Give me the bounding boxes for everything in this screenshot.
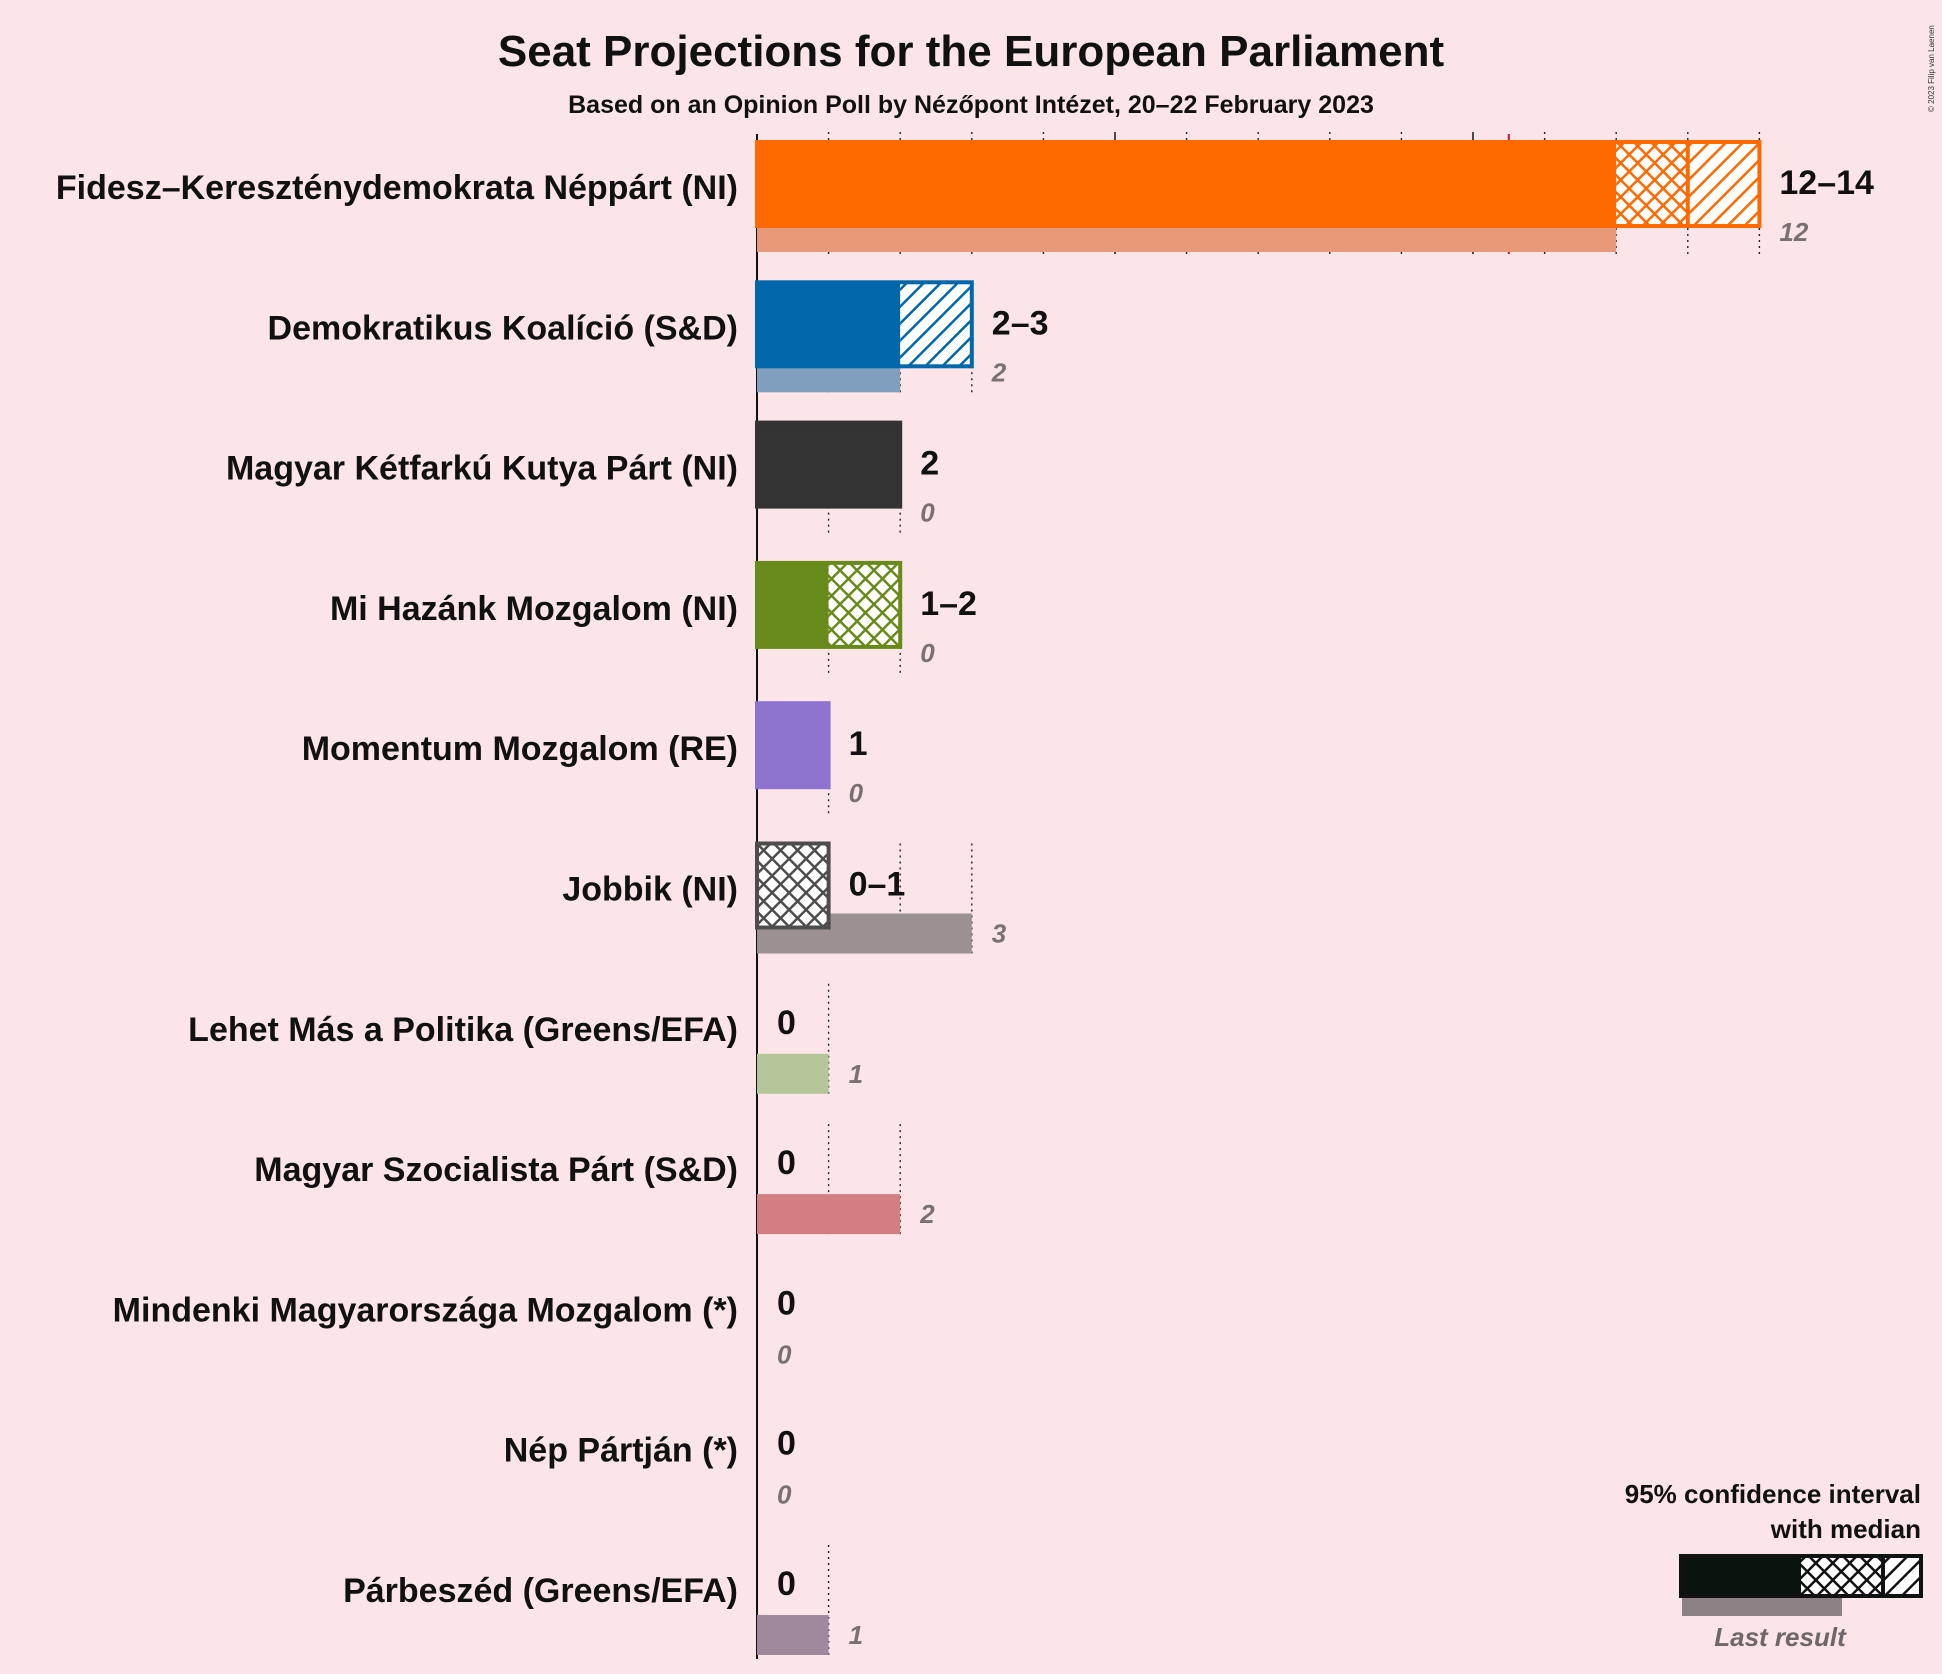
range-label: 2–3	[992, 304, 1049, 342]
party-label: Magyar Kétfarkú Kutya Párt (NI)	[226, 450, 738, 488]
chart-subtitle: Based on an Opinion Poll by Nézőpont Int…	[568, 91, 1374, 119]
range-label: 0	[777, 1425, 796, 1463]
party-label: Demokratikus Koalíció (S&D)	[268, 309, 738, 347]
interval-outline	[755, 140, 1762, 228]
range-label: 0–1	[849, 866, 906, 904]
party-label: Mi Hazánk Mozgalom (NI)	[330, 590, 738, 628]
last-result-label: 0	[920, 638, 935, 668]
last-result-bar	[757, 1053, 829, 1094]
range-label: 0	[777, 1004, 796, 1042]
interval-outline	[755, 841, 831, 930]
interval-upper-hatch	[900, 282, 972, 367]
party-label: Nép Pártján (*)	[504, 1432, 738, 1470]
last-result-label: 1	[849, 1059, 863, 1089]
range-label: 1–2	[920, 585, 977, 623]
interval-solid-bar	[757, 282, 901, 367]
range-label: 1	[849, 725, 868, 763]
legend-outline	[1679, 1554, 1923, 1598]
range-label: 2	[920, 445, 939, 483]
legend: 95% confidence interval with median Last r…	[1625, 1479, 1923, 1652]
interval-solid-bar	[757, 422, 901, 507]
interval-solid-bar	[757, 562, 829, 647]
legend-upper-hatch	[1883, 1556, 1921, 1596]
labels: Fidesz–Kereszténydemokrata Néppárt (NI) 1…	[56, 164, 1874, 1650]
interval-median-hatch	[828, 562, 901, 647]
interval-solid-bar	[757, 703, 829, 788]
interval-outline	[755, 701, 831, 790]
party-label: Párbeszéd (Greens/EFA)	[343, 1572, 738, 1610]
last-result-label: 0	[777, 1480, 792, 1510]
last-result-label: 3	[992, 919, 1007, 949]
interval-median-hatch	[757, 843, 829, 928]
party-label: Jobbik (NI)	[562, 871, 738, 909]
party-label: Magyar Szocialista Párt (S&D)	[254, 1151, 738, 1189]
party-label: Fidesz–Kereszténydemokrata Néppárt (NI)	[56, 169, 738, 207]
party-label: Lehet Más a Politika (Greens/EFA)	[188, 1011, 738, 1049]
last-result-bar	[757, 1615, 829, 1655]
interval-solid-bar	[757, 142, 1617, 226]
range-label: 0	[777, 1565, 796, 1603]
party-label: Momentum Mozgalom (RE)	[302, 730, 738, 768]
last-result-bar	[757, 1194, 901, 1235]
interval-outline	[755, 420, 903, 509]
legend-last-result-label: Last result	[1714, 1622, 1847, 1652]
legend-subtitle: with median	[1770, 1514, 1921, 1544]
last-result-label: 0	[920, 498, 935, 528]
range-label: 0	[777, 1144, 796, 1182]
legend-median-hatch	[1801, 1556, 1883, 1596]
interval-outline	[755, 560, 903, 649]
legend-solid-bar	[1681, 1556, 1801, 1596]
interval-median-hatch	[1616, 142, 1688, 226]
last-result-label: 0	[777, 1339, 792, 1369]
range-label: 0	[777, 1284, 796, 1322]
interval-upper-hatch	[1687, 142, 1760, 226]
party-label: Mindenki Magyarországa Mozgalom (*)	[113, 1291, 738, 1329]
last-result-label: 1	[849, 1620, 863, 1650]
interval-outline	[755, 280, 974, 369]
last-result-label: 12	[1779, 217, 1808, 247]
range-label: 12–14	[1779, 164, 1874, 202]
chart-title: Seat Projections for the European Parlia…	[498, 27, 1445, 76]
last-result-label: 2	[991, 357, 1007, 387]
bars	[755, 140, 1762, 1655]
last-result-label: 0	[849, 778, 864, 808]
last-result-label: 2	[919, 1199, 935, 1229]
copyright-text: © 2023 Filip van Laenen	[1927, 25, 1936, 112]
legend-title: 95% confidence interval	[1625, 1479, 1921, 1509]
